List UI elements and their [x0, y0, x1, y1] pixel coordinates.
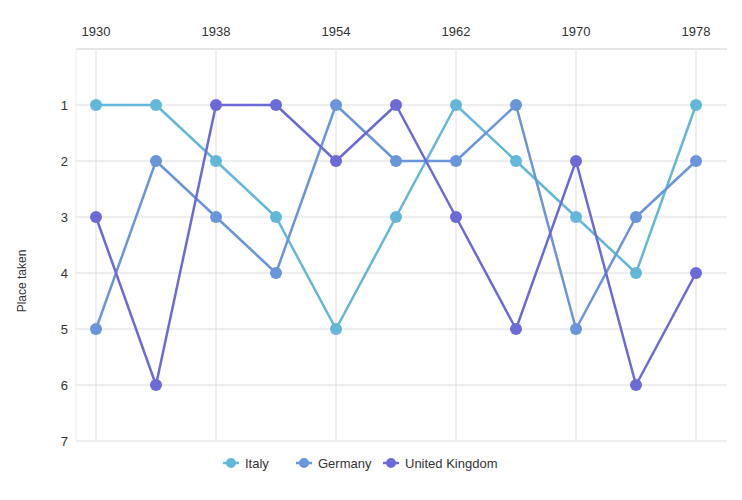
series-point [630, 267, 642, 279]
series-point [330, 155, 342, 167]
series-line [96, 105, 696, 329]
series-point [630, 379, 642, 391]
x-tick-label: 1954 [322, 24, 351, 39]
legend-marker [299, 458, 309, 468]
chart: 1 2 3 4 5 6 7 1930 1938 1954 1962 1970 1978 Place tak… [0, 0, 742, 500]
x-tick-label: 1938 [202, 24, 231, 39]
series-point [450, 155, 462, 167]
x-tick-label: 1930 [82, 24, 111, 39]
y-tick-label: 6 [61, 378, 68, 393]
series-point [630, 211, 642, 223]
series-point [330, 323, 342, 335]
y-tick-label: 5 [61, 322, 68, 337]
y-grid-line [76, 385, 727, 386]
legend-marker [226, 458, 236, 468]
series-point [510, 155, 522, 167]
series-point [390, 99, 402, 111]
series-point [210, 211, 222, 223]
series-point [270, 211, 282, 223]
series-point [570, 211, 582, 223]
y-tick-label: 2 [61, 154, 68, 169]
x-tick-label: 1970 [562, 24, 591, 39]
series-point [450, 99, 462, 111]
y-axis-label: Place taken [15, 250, 29, 313]
series-point [270, 99, 282, 111]
legend-label: Germany [318, 456, 372, 471]
series-point [270, 267, 282, 279]
series-point [90, 211, 102, 223]
y-grid-line [76, 273, 727, 274]
series-point [390, 155, 402, 167]
y-tick-label: 7 [61, 434, 68, 449]
series-point [150, 99, 162, 111]
series-point [510, 99, 522, 111]
series-point [690, 155, 702, 167]
series-point [330, 99, 342, 111]
series-point [690, 99, 702, 111]
legend-marker [386, 458, 396, 468]
series-point [210, 99, 222, 111]
y-tick-label: 4 [61, 266, 68, 281]
series-line [96, 105, 696, 385]
plot-area [90, 99, 702, 391]
series-point [690, 267, 702, 279]
y-grid-line [76, 329, 727, 330]
series-point [90, 99, 102, 111]
y-tick-label: 3 [61, 210, 68, 225]
x-grid-line [576, 49, 577, 441]
x-tick-label: 1978 [682, 24, 711, 39]
series-point [390, 211, 402, 223]
series-point [570, 323, 582, 335]
x-tick-label: 1962 [442, 24, 471, 39]
series-point [450, 211, 462, 223]
series-point [210, 155, 222, 167]
series-line [96, 105, 696, 329]
y-grid-line [76, 441, 727, 442]
series-point [570, 155, 582, 167]
series-point [510, 323, 522, 335]
series-point [90, 323, 102, 335]
axis-line [76, 49, 727, 50]
series-point [150, 155, 162, 167]
legend-label: United Kingdom [405, 456, 498, 471]
y-tick-label: 1 [61, 98, 68, 113]
legend: Italy Germany United Kingdom [223, 456, 498, 471]
legend-label: Italy [245, 456, 269, 471]
series-point [150, 379, 162, 391]
axis-line [76, 49, 77, 441]
